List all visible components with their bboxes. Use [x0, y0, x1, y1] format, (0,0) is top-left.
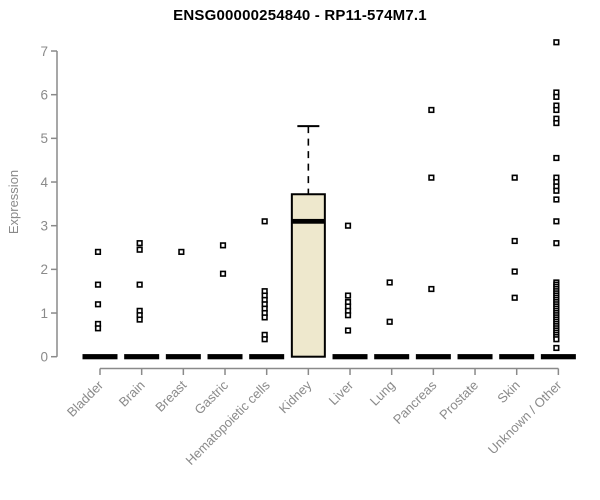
- category-label: Kidney: [276, 377, 315, 416]
- zero-median-bar: [124, 354, 160, 360]
- category-label: Lung: [367, 378, 398, 409]
- scatter-point: [261, 336, 268, 343]
- scatter-point: [553, 196, 560, 203]
- scatter-point: [553, 39, 560, 46]
- scatter-point: [344, 312, 352, 319]
- scatter-point: [511, 237, 518, 245]
- scatter-point: [136, 281, 143, 288]
- scatter-point: [136, 246, 143, 253]
- scatter-point: [553, 240, 560, 247]
- scatter-point: [553, 336, 560, 343]
- scatter-point: [344, 327, 352, 334]
- scatter-point: [553, 344, 560, 352]
- zero-median-bar: [374, 354, 410, 360]
- zero-median-bar: [249, 354, 285, 360]
- category-label: Pancreas: [390, 377, 440, 427]
- scatter-point: [553, 154, 560, 162]
- category-label: Skin: [494, 378, 522, 406]
- scatter-point: [553, 106, 560, 114]
- category-label: Prostate: [436, 378, 481, 423]
- zero-median-bar: [165, 354, 201, 360]
- scatter-point: [553, 218, 560, 225]
- zero-median-bar: [457, 354, 493, 360]
- scatter-point: [94, 325, 102, 332]
- scatter-point: [511, 268, 518, 275]
- y-tick-label: 0: [40, 350, 48, 365]
- chart-title: ENSG00000254840 - RP11-574M7.1: [173, 7, 427, 24]
- scatter-point: [428, 285, 435, 293]
- scatter-point: [136, 240, 143, 247]
- scatter-point: [261, 314, 268, 321]
- scatter-point: [511, 294, 518, 301]
- category-label: Bladder: [64, 377, 107, 420]
- y-tick-label: 3: [40, 218, 48, 233]
- y-tick-label: 4: [40, 175, 48, 190]
- scatter-point: [94, 301, 102, 308]
- scatter-point: [428, 106, 435, 114]
- category-label: Gastric: [191, 377, 231, 417]
- zero-median-bar: [540, 354, 576, 360]
- zero-median-bar: [207, 354, 243, 360]
- zero-median-bar: [82, 354, 118, 360]
- median-line: [291, 218, 325, 224]
- box: [290, 193, 326, 358]
- scatter-point: [136, 316, 143, 323]
- scatter-point: [553, 119, 560, 127]
- scatter-point: [94, 248, 102, 255]
- y-tick-label: 7: [40, 44, 48, 59]
- y-tick-label: 5: [40, 131, 48, 146]
- zero-median-bar: [499, 354, 535, 360]
- scatter-point: [428, 174, 435, 181]
- scatter-point: [553, 187, 560, 194]
- scatter-point: [553, 93, 560, 100]
- scatter-point: [511, 174, 518, 181]
- zero-median-bar: [415, 354, 451, 360]
- category-label: Breast: [152, 377, 189, 414]
- y-tick-label: 1: [40, 306, 48, 321]
- scatter-point: [261, 218, 268, 225]
- scatter-point: [344, 222, 352, 229]
- category-label: Liver: [326, 377, 357, 408]
- scatter-point: [386, 279, 393, 286]
- zero-median-bar: [332, 354, 368, 360]
- scatter-point: [344, 292, 352, 299]
- y-tick-label: 6: [40, 87, 48, 102]
- category-label: Brain: [116, 378, 148, 410]
- scatter-point: [94, 281, 102, 288]
- y-axis-label: Expression: [6, 169, 21, 235]
- scatter-point: [386, 318, 393, 325]
- category-label: Unknown / Other: [485, 377, 565, 457]
- scatter-point: [178, 248, 185, 255]
- scatter-point: [219, 242, 227, 249]
- y-tick-label: 2: [40, 262, 48, 277]
- scatter-point: [219, 270, 227, 277]
